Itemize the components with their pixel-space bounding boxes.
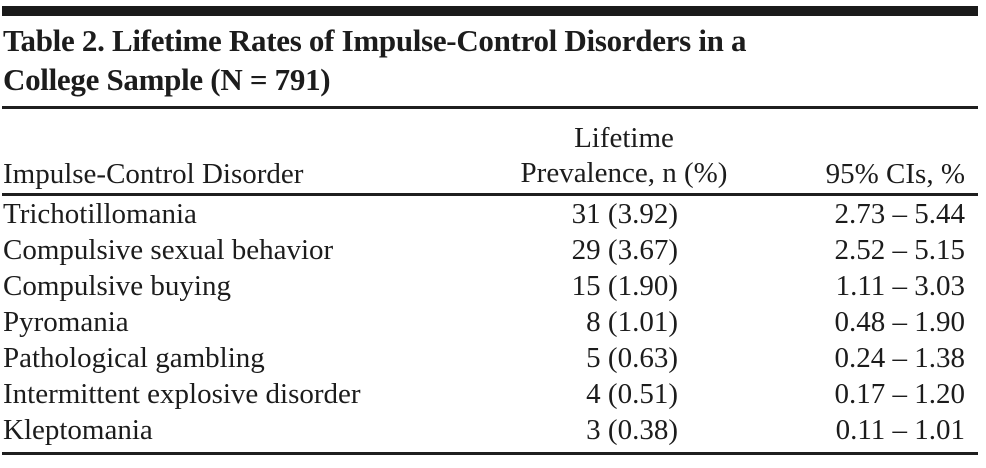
cell-disorder: Kleptomania bbox=[3, 414, 153, 447]
table-row: Trichotillomania 31 (3.92) 2.73 – 5.44 bbox=[0, 196, 986, 232]
rule-under-header bbox=[2, 193, 978, 196]
table-rows: Trichotillomania 31 (3.92) 2.73 – 5.44 C… bbox=[0, 196, 986, 449]
rule-under-title bbox=[2, 106, 978, 109]
table-row: Intermittent explosive disorder 4 (0.51)… bbox=[0, 377, 986, 413]
cell-prevalence: 31 (3.92) bbox=[571, 197, 678, 230]
table-row: Pyromania 8 (1.01) 0.48 – 1.90 bbox=[0, 304, 986, 340]
cell-disorder: Intermittent explosive disorder bbox=[3, 378, 361, 411]
table-title-line-1: Table 2. Lifetime Rates of Impulse-Contr… bbox=[3, 23, 747, 58]
column-header-ci: 95% CIs, % bbox=[825, 158, 965, 190]
cell-ci: 2.73 – 5.44 bbox=[834, 197, 966, 230]
cell-prevalence: 3 (0.38) bbox=[586, 414, 678, 447]
cell-ci: 0.11 – 1.01 bbox=[835, 414, 965, 447]
table-row: Compulsive buying 15 (1.90) 1.11 – 3.03 bbox=[0, 268, 986, 304]
cell-disorder: Compulsive sexual behavior bbox=[3, 233, 334, 266]
cell-ci: 0.48 – 1.90 bbox=[834, 305, 966, 338]
cell-disorder: Compulsive buying bbox=[3, 269, 231, 302]
column-header-disorder: Impulse-Control Disorder bbox=[3, 158, 304, 190]
cell-prevalence: 29 (3.67) bbox=[571, 233, 678, 266]
table-row: Pathological gambling 5 (0.63) 0.24 – 1.… bbox=[0, 341, 986, 377]
cell-prevalence: 4 (0.51) bbox=[586, 378, 678, 411]
rule-bottom bbox=[2, 452, 978, 455]
cell-ci: 0.24 – 1.38 bbox=[834, 342, 966, 375]
table-title-line-2: College Sample (N = 791) bbox=[3, 62, 331, 97]
table-row: Compulsive sexual behavior 29 (3.67) 2.5… bbox=[0, 232, 986, 268]
cell-disorder: Pathological gambling bbox=[3, 342, 265, 375]
cell-ci: 0.17 – 1.20 bbox=[834, 378, 966, 411]
table-title: Table 2. Lifetime Rates of Impulse-Contr… bbox=[3, 21, 747, 99]
column-header-prevalence-line-2: Prevalence, n (%) bbox=[520, 157, 728, 189]
column-header-prevalence: Lifetime Prevalence, n (%) bbox=[500, 111, 748, 196]
top-black-bar bbox=[2, 6, 978, 16]
cell-ci: 2.52 – 5.15 bbox=[834, 233, 966, 266]
cell-ci: 1.11 – 3.03 bbox=[835, 269, 965, 302]
cell-prevalence: 8 (1.01) bbox=[586, 305, 678, 338]
cell-disorder: Pyromania bbox=[3, 305, 129, 338]
column-header-prevalence-line-1: Lifetime bbox=[574, 122, 674, 154]
table-row: Kleptomania 3 (0.38) 0.11 – 1.01 bbox=[0, 413, 986, 449]
cell-prevalence: 15 (1.90) bbox=[571, 269, 678, 302]
cell-prevalence: 5 (0.63) bbox=[586, 342, 678, 375]
cell-disorder: Trichotillomania bbox=[3, 197, 197, 230]
